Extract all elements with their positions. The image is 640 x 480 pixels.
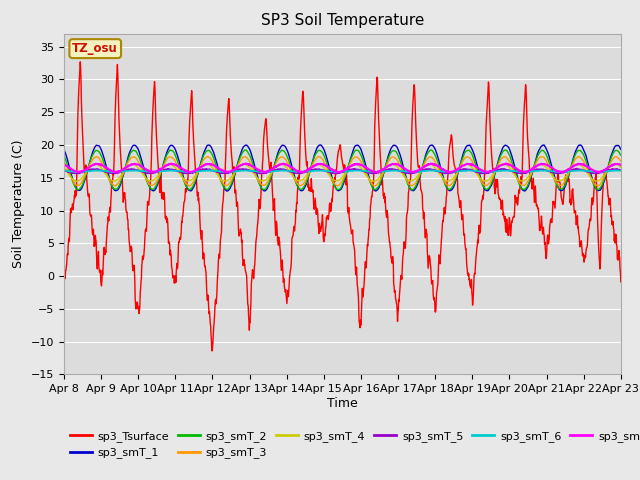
- sp3_smT_6: [60, 168, 68, 174]
- sp3_Tsurface: [171, 276, 179, 282]
- Line: sp3_smT_5: sp3_smT_5: [64, 168, 621, 174]
- sp3_smT_7: [429, 161, 437, 167]
- sp3_smT_2: [502, 148, 510, 154]
- sp3_smT_6: [185, 169, 193, 175]
- Line: sp3_smT_4: sp3_smT_4: [64, 164, 621, 181]
- sp3_smT_2: [408, 187, 416, 193]
- sp3_smT_5: [184, 170, 191, 176]
- sp3_smT_7: [184, 168, 191, 174]
- sp3_smT_4: [73, 179, 81, 184]
- sp3_smT_1: [429, 143, 437, 149]
- sp3_smT_6: [172, 168, 179, 174]
- sp3_smT_1: [577, 142, 584, 148]
- sp3_smT_5: [502, 167, 509, 172]
- sp3_smT_7: [552, 168, 559, 173]
- Line: sp3_smT_3: sp3_smT_3: [64, 156, 621, 186]
- sp3_smT_4: [502, 162, 510, 168]
- sp3_smT_2: [429, 149, 437, 155]
- sp3_smT_1: [551, 176, 559, 181]
- sp3_smT_4: [351, 161, 358, 167]
- sp3_Tsurface: [617, 279, 625, 285]
- sp3_smT_5: [572, 166, 580, 171]
- sp3_smT_6: [109, 169, 117, 175]
- sp3_smT_1: [223, 188, 231, 194]
- Y-axis label: Soil Temperature (C): Soil Temperature (C): [12, 140, 26, 268]
- sp3_smT_4: [60, 165, 68, 171]
- sp3_smT_5: [406, 171, 414, 177]
- sp3_smT_6: [617, 168, 625, 174]
- sp3_smT_1: [184, 186, 191, 192]
- sp3_smT_7: [298, 169, 305, 175]
- sp3_smT_1: [502, 143, 509, 148]
- sp3_smT_2: [60, 153, 68, 159]
- sp3_Tsurface: [184, 170, 192, 176]
- sp3_smT_5: [617, 168, 625, 173]
- sp3_smT_6: [429, 168, 437, 173]
- sp3_smT_4: [617, 165, 625, 170]
- sp3_smT_2: [428, 147, 435, 153]
- sp3_smT_3: [617, 158, 625, 164]
- sp3_smT_2: [552, 180, 559, 185]
- sp3_smT_1: [60, 148, 68, 154]
- sp3_smT_4: [171, 164, 179, 170]
- sp3_smT_3: [246, 160, 254, 166]
- sp3_smT_6: [552, 168, 559, 174]
- Title: SP3 Soil Temperature: SP3 Soil Temperature: [260, 13, 424, 28]
- sp3_Tsurface: [429, 295, 437, 301]
- sp3_Tsurface: [209, 348, 216, 354]
- Line: sp3_Tsurface: sp3_Tsurface: [64, 62, 621, 351]
- sp3_Tsurface: [60, 283, 68, 288]
- sp3_smT_3: [574, 154, 582, 159]
- sp3_smT_4: [552, 176, 559, 182]
- Line: sp3_smT_2: sp3_smT_2: [64, 150, 621, 190]
- sp3_smT_2: [184, 186, 191, 192]
- sp3_smT_7: [242, 161, 250, 167]
- sp3_smT_1: [617, 146, 625, 152]
- Line: sp3_smT_1: sp3_smT_1: [64, 145, 621, 191]
- sp3_smT_7: [502, 161, 510, 167]
- Line: sp3_smT_7: sp3_smT_7: [64, 164, 621, 172]
- sp3_smT_7: [617, 162, 625, 168]
- sp3_smT_6: [247, 168, 255, 174]
- sp3_smT_5: [246, 168, 254, 173]
- sp3_smT_2: [246, 153, 254, 159]
- sp3_Tsurface: [76, 59, 84, 65]
- sp3_smT_6: [93, 168, 100, 173]
- sp3_smT_2: [170, 150, 178, 156]
- sp3_smT_3: [334, 183, 342, 189]
- sp3_Tsurface: [502, 229, 510, 235]
- sp3_Tsurface: [247, 301, 255, 307]
- sp3_smT_5: [60, 168, 68, 173]
- sp3_smT_4: [429, 163, 437, 169]
- sp3_smT_4: [246, 166, 254, 172]
- sp3_smT_7: [246, 162, 254, 168]
- sp3_smT_5: [429, 167, 437, 173]
- sp3_smT_3: [60, 159, 68, 165]
- sp3_smT_3: [170, 157, 178, 163]
- sp3_smT_1: [246, 148, 254, 154]
- sp3_smT_2: [617, 152, 625, 158]
- X-axis label: Time: Time: [327, 397, 358, 410]
- sp3_smT_7: [60, 162, 68, 168]
- sp3_smT_1: [170, 144, 178, 150]
- Line: sp3_smT_6: sp3_smT_6: [64, 170, 621, 172]
- sp3_smT_3: [551, 178, 559, 183]
- Legend: sp3_Tsurface, sp3_smT_1, sp3_smT_2, sp3_smT_3, sp3_smT_4, sp3_smT_5, sp3_smT_6, : sp3_Tsurface, sp3_smT_1, sp3_smT_2, sp3_…: [70, 431, 640, 458]
- sp3_smT_3: [502, 154, 509, 160]
- sp3_Tsurface: [552, 198, 559, 204]
- sp3_smT_6: [502, 168, 510, 173]
- Text: TZ_osu: TZ_osu: [72, 42, 118, 55]
- sp3_smT_4: [184, 178, 192, 184]
- sp3_smT_7: [170, 161, 178, 167]
- sp3_smT_3: [429, 156, 437, 161]
- sp3_smT_5: [170, 167, 178, 173]
- sp3_smT_3: [184, 182, 191, 188]
- sp3_smT_5: [551, 170, 559, 176]
